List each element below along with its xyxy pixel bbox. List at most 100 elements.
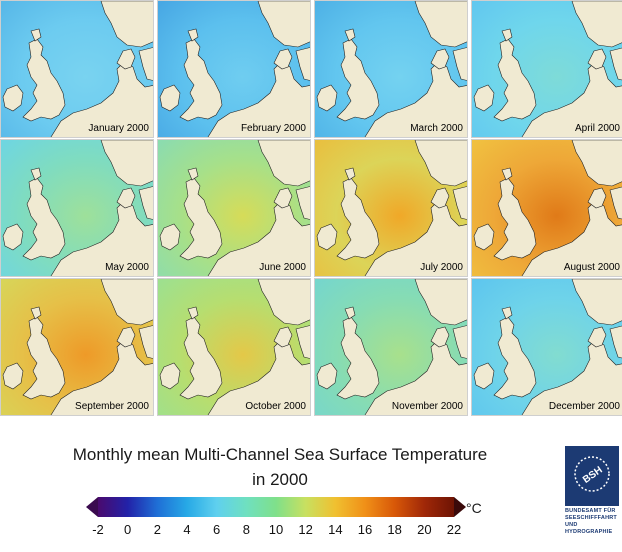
land-great-britain	[493, 177, 537, 261]
land-great-britain	[336, 38, 380, 122]
figure-title-line2: in 2000	[252, 470, 308, 489]
temperature-colorbar	[86, 497, 466, 517]
sst-month-panel: August 2000	[471, 139, 622, 277]
land-great-britain	[22, 38, 66, 122]
land-sweden	[138, 325, 153, 359]
land-ireland	[159, 84, 181, 112]
land-sweden	[609, 325, 622, 359]
land-norway	[257, 140, 310, 187]
land-sweden	[609, 47, 622, 81]
sst-map	[315, 1, 467, 137]
sst-month-panel: March 2000	[314, 0, 468, 138]
land-norway	[414, 140, 467, 187]
sst-map	[158, 1, 310, 137]
colorbar-tick-label: 20	[417, 522, 432, 537]
land-norway	[571, 140, 622, 187]
land-shetland	[344, 28, 356, 42]
month-label: November 2000	[391, 401, 463, 412]
sst-map	[158, 140, 310, 276]
land-shetland	[30, 167, 42, 181]
month-label: August 2000	[563, 262, 620, 273]
land-shetland	[187, 167, 199, 181]
land-shetland	[501, 28, 513, 42]
colorbar-gradient	[98, 497, 454, 517]
land-ireland	[473, 84, 495, 112]
sst-map	[472, 279, 622, 415]
colorbar-tick-label: 8	[242, 522, 250, 537]
colorbar-high-arrow	[454, 497, 466, 517]
land-norway	[414, 279, 467, 326]
sst-month-panel: January 2000	[0, 0, 154, 138]
colorbar-tick-label: 18	[387, 522, 402, 537]
sst-map	[315, 140, 467, 276]
land-sweden	[452, 186, 467, 220]
land-norway	[571, 1, 622, 48]
land-sweden	[295, 325, 310, 359]
figure-title-line1: Monthly mean Multi-Channel Sea Surface T…	[72, 445, 488, 464]
land-shetland	[344, 306, 356, 320]
land-shetland	[501, 167, 513, 181]
month-label: September 2000	[75, 401, 149, 412]
sst-month-panel: October 2000	[157, 278, 311, 416]
land-norway	[257, 1, 310, 48]
land-ireland	[2, 223, 24, 251]
sst-month-panel: June 2000	[157, 139, 311, 277]
land-shetland	[30, 306, 42, 320]
colorbar-tick-label: 2	[153, 522, 161, 537]
land-norway	[414, 1, 467, 48]
sst-month-panel: May 2000	[0, 139, 154, 277]
land-denmark	[116, 326, 136, 348]
month-label: July 2000	[420, 262, 463, 273]
unit-label: °C	[466, 500, 482, 516]
land-great-britain	[22, 316, 66, 400]
sst-panel-grid: January 2000 February 2000 March 2000 April…	[0, 0, 622, 416]
colorbar-tick-label: 6	[213, 522, 221, 537]
land-norway	[257, 279, 310, 326]
svg-text:BSH: BSH	[581, 465, 605, 486]
land-denmark	[273, 48, 293, 70]
colorbar-tick-label: 10	[268, 522, 284, 537]
land-sweden	[609, 186, 622, 220]
land-ireland	[2, 362, 24, 390]
sst-month-panel: April 2000	[471, 0, 622, 138]
land-norway	[100, 140, 153, 187]
land-denmark	[587, 187, 607, 209]
land-great-britain	[179, 177, 223, 261]
land-denmark	[587, 48, 607, 70]
colorbar-low-arrow	[86, 497, 98, 517]
sst-map	[1, 140, 153, 276]
land-sweden	[138, 186, 153, 220]
land-sweden	[295, 186, 310, 220]
land-ireland	[473, 362, 495, 390]
sst-month-panel: November 2000	[314, 278, 468, 416]
land-denmark	[430, 48, 450, 70]
colorbar-tick-label: 16	[357, 522, 373, 537]
land-denmark	[273, 326, 293, 348]
land-norway	[100, 1, 153, 48]
land-denmark	[116, 187, 136, 209]
land-shetland	[187, 28, 199, 42]
land-sweden	[295, 47, 310, 81]
bsh-logo-emblem: BSH	[565, 446, 619, 506]
month-label: October 2000	[245, 401, 306, 412]
colorbar-tick-label: 22	[446, 522, 462, 537]
bsh-logo: BSH BUNDESAMT FÜR SEESCHIFFFAHRT UND HYDROG…	[565, 446, 619, 550]
land-sweden	[452, 325, 467, 359]
land-shetland	[344, 167, 356, 181]
colorbar-tick-labels: -2 0 2 4 6 8 10 12 14 16 18 20 22	[0, 522, 622, 542]
month-label: January 2000	[88, 123, 149, 134]
land-denmark	[273, 187, 293, 209]
land-ireland	[316, 223, 338, 251]
land-denmark	[430, 187, 450, 209]
sst-map	[1, 1, 153, 137]
month-label: April 2000	[574, 123, 620, 134]
sst-month-panel: July 2000	[314, 139, 468, 277]
sst-map	[315, 279, 467, 415]
land-ireland	[316, 84, 338, 112]
land-ireland	[159, 362, 181, 390]
land-shetland	[187, 306, 199, 320]
land-norway	[571, 279, 622, 326]
land-norway	[100, 279, 153, 326]
sst-map	[472, 1, 622, 137]
colorbar-tick-label: 12	[298, 522, 313, 537]
